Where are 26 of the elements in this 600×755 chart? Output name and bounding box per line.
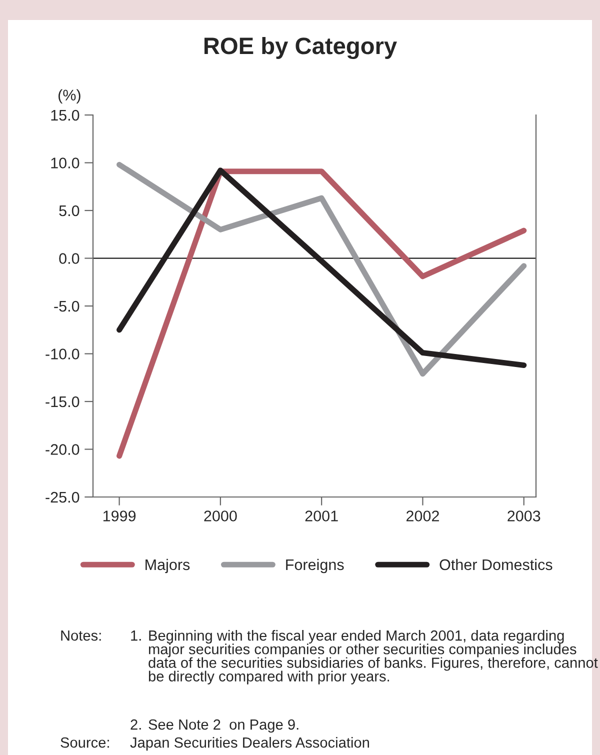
y-tick-label: -25.0 <box>46 492 80 503</box>
y-tick-label: 5.0 <box>59 205 80 216</box>
y-axis-title: (%) <box>58 89 80 104</box>
y-tick-label: 15.0 <box>51 110 80 121</box>
chart-title: ROE by Category <box>204 36 397 60</box>
text: See Note 2 on Page 9. <box>148 719 298 733</box>
x-tick-label: 1999 <box>103 510 136 522</box>
y-tick-label: 10.0 <box>51 158 80 168</box>
text: 1. <box>131 630 141 641</box>
x-tick-label: 2000 <box>204 510 237 522</box>
legend-label: Foreigns <box>286 558 344 574</box>
y-tick-label: -5.0 <box>54 300 80 312</box>
y-tick-label: 0.0 <box>59 253 80 264</box>
legend-label: Other Domestics <box>440 558 552 570</box>
y-tick-label: -20.0 <box>46 444 80 455</box>
text: Japan Securities Dealers Association <box>130 737 369 751</box>
x-tick-label: 2003 <box>508 510 540 522</box>
source-note: Source: <box>60 737 109 748</box>
text: 2. <box>130 719 141 730</box>
text: Beginning with the fiscal year ended March 2001, data regarding major securities companies or other securities companies includes data of the securities subsidiaries of banks. Figures, therefore, cannot be directly compared with prior years. <box>148 630 598 684</box>
y-tick-label: -10.0 <box>46 348 80 360</box>
x-tick-label: 2002 <box>406 510 439 522</box>
x-tick-label: 2001 <box>305 510 338 522</box>
y-tick-label: -15.0 <box>46 396 80 408</box>
legend-label: Majors <box>146 558 190 574</box>
text: Notes: <box>61 630 101 641</box>
